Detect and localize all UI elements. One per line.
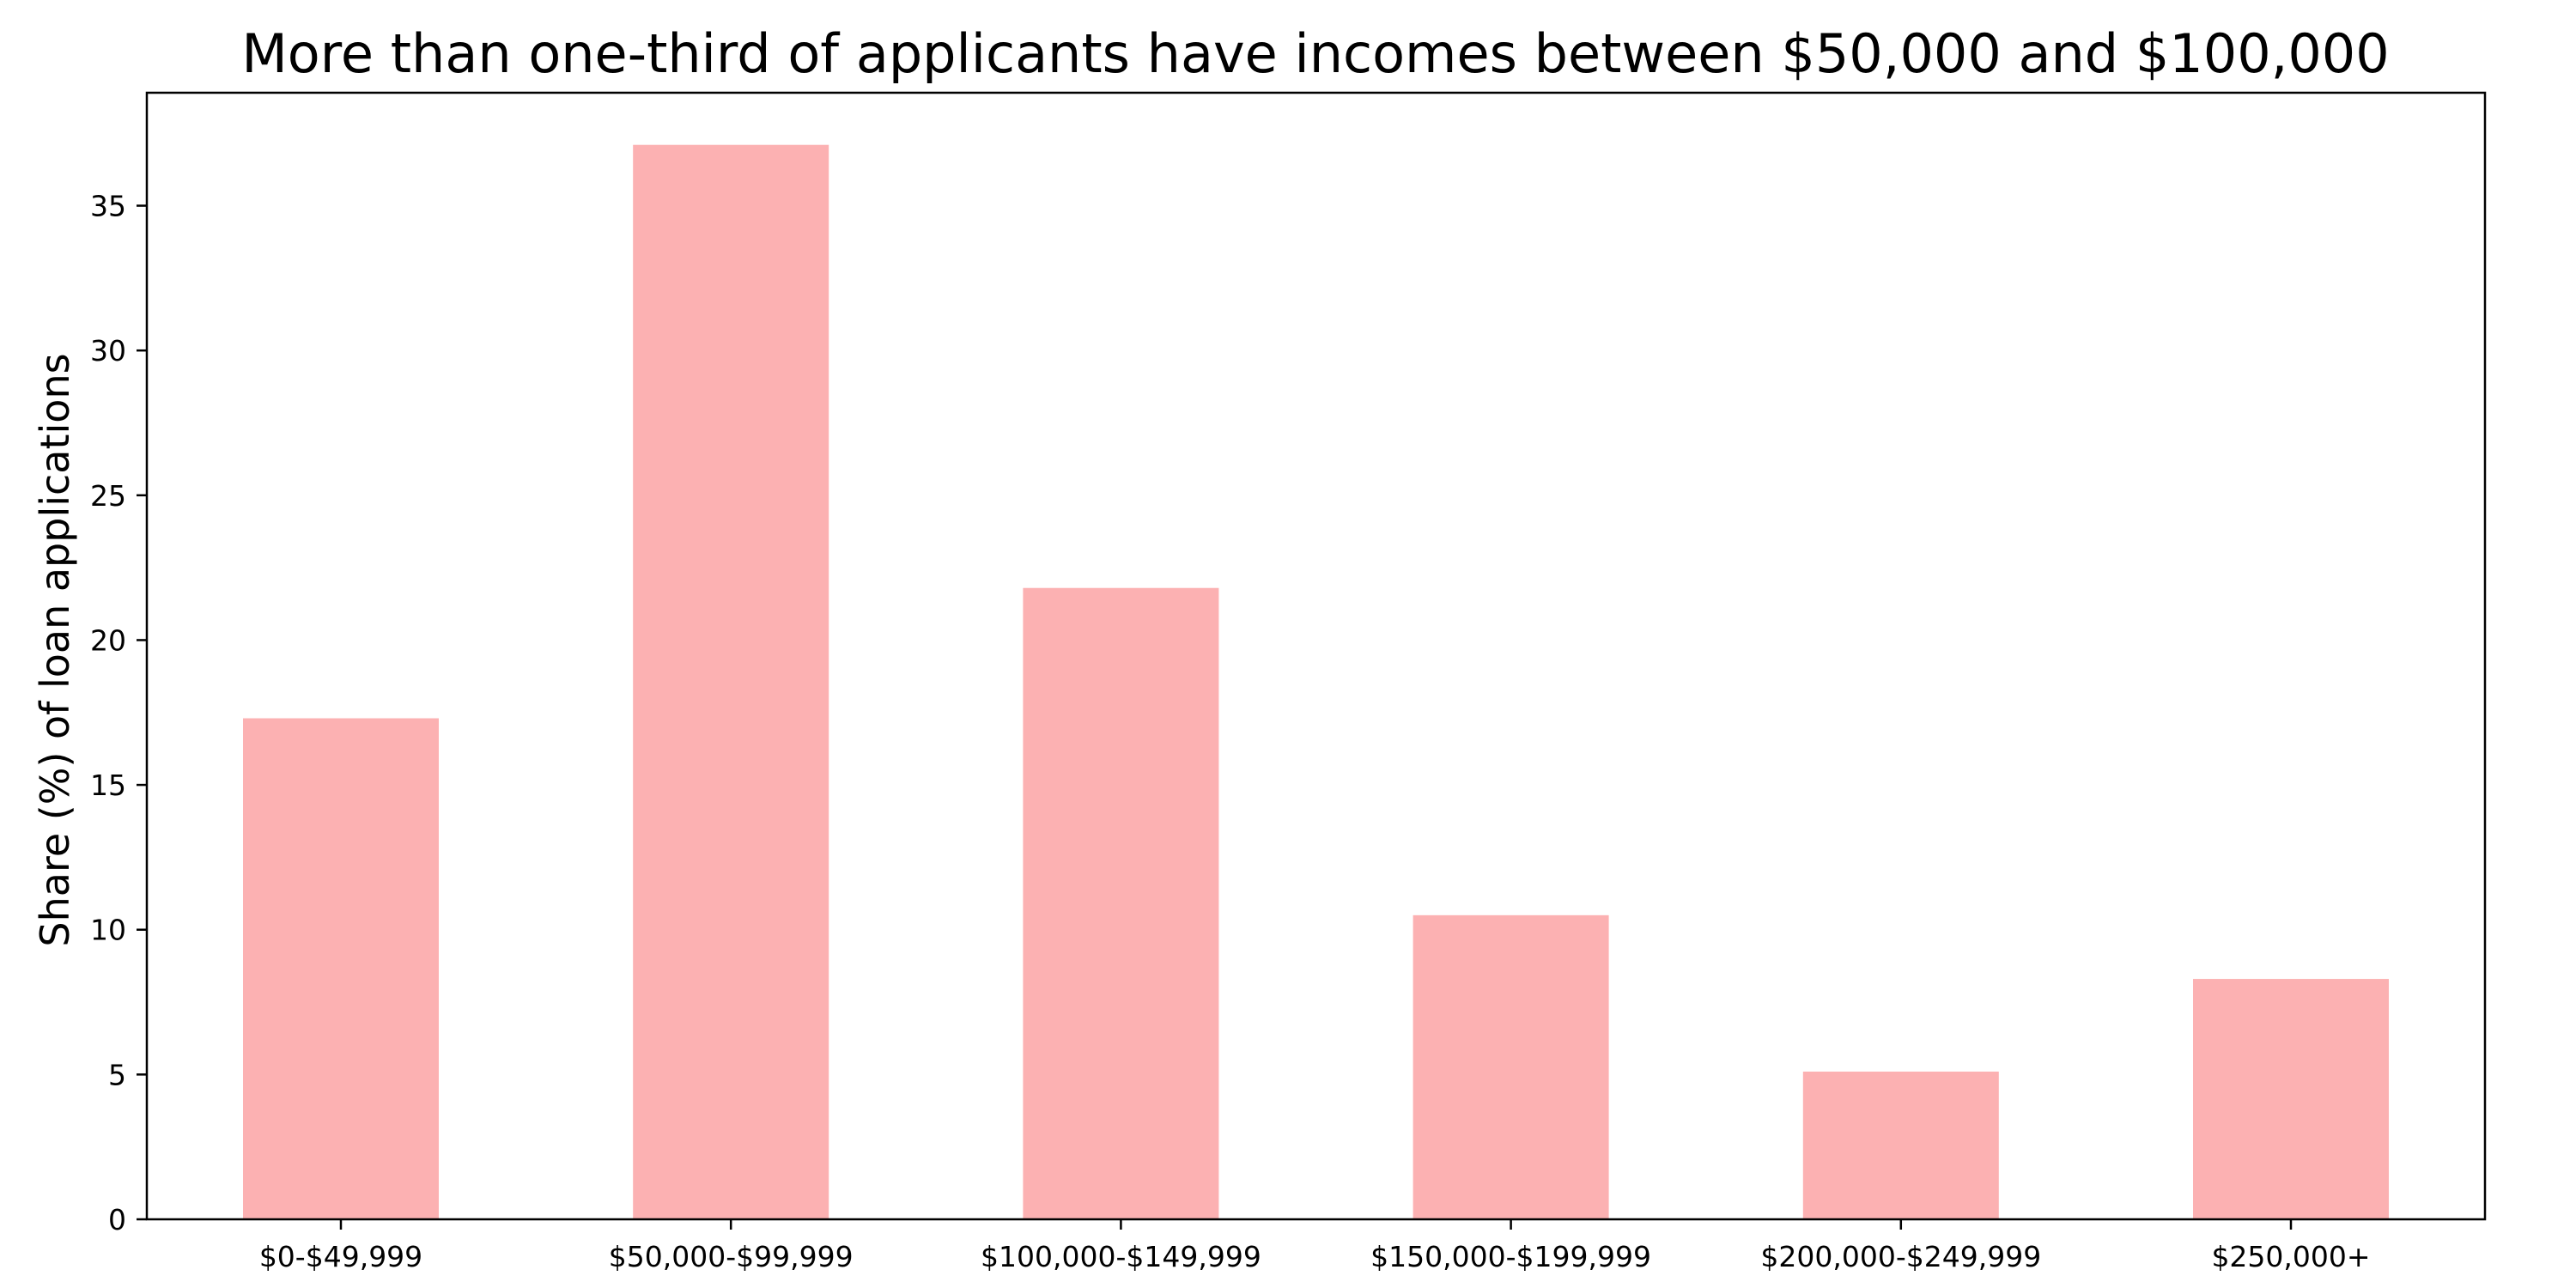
bar [1802, 1071, 1999, 1219]
bar [243, 718, 439, 1219]
y-tick-label: 30 [90, 334, 126, 368]
y-tick-label: 15 [90, 769, 126, 802]
y-tick-label: 10 [90, 914, 126, 947]
bar [2193, 979, 2389, 1219]
plot-frame [145, 91, 2487, 1221]
x-tick-label: $200,000-$249,999 [1760, 1240, 2041, 1273]
y-tick-label: 35 [90, 190, 126, 223]
bar [633, 144, 829, 1220]
y-tick-label: 0 [108, 1203, 126, 1236]
bar [1023, 587, 1219, 1219]
y-tick-label: 25 [90, 479, 126, 513]
x-tick-label: $0-$49,999 [259, 1240, 422, 1273]
chart-title: More than one-third of applicants have i… [241, 22, 2389, 85]
y-tick-label: 20 [90, 623, 126, 657]
x-tick-label: $50,000-$99,999 [609, 1240, 854, 1273]
y-tick-label: 5 [108, 1058, 126, 1091]
bar [1413, 914, 1609, 1219]
x-tick-label: $250,000+ [2211, 1240, 2370, 1273]
bars-group [243, 144, 2389, 1220]
y-axis-label: Share (%) of loan applications [32, 353, 78, 946]
x-tick-label: $100,000-$149,999 [981, 1240, 1261, 1273]
x-tick-label: $150,000-$199,999 [1370, 1240, 1651, 1273]
y-axis-ticks: 0 5 10 15 20 25 30 35 [90, 190, 147, 1236]
x-axis-ticks: $0-$49,999 $50,000-$99,999 $100,000-$149,9… [259, 1219, 2371, 1273]
